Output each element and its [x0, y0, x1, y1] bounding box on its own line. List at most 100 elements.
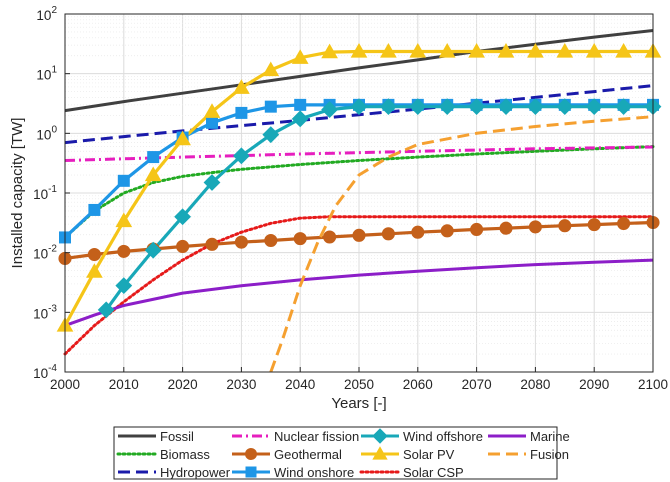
data-point-solar-pv — [409, 43, 427, 58]
data-point-wind-offshore — [232, 147, 250, 165]
y-tick-label: 10-2 — [33, 244, 57, 262]
series-line-nuclear-fission — [64, 145, 654, 162]
x-tick-label: 2090 — [579, 377, 609, 392]
data-point-wind-offshore — [468, 98, 486, 116]
y-tick-label: 101 — [36, 65, 57, 83]
legend-marker-wind-offshore — [372, 428, 388, 444]
legend-label-fossil: Fossil — [160, 429, 194, 444]
data-point-solar-pv — [350, 43, 368, 58]
x-tick-label: 2010 — [109, 377, 139, 392]
series-line-fossil — [64, 29, 654, 113]
data-point-solar-pv — [615, 43, 632, 58]
data-point-wind-offshore — [497, 98, 515, 116]
data-point-geothermal — [440, 224, 454, 238]
data-point-geothermal — [352, 228, 366, 242]
data-point-geothermal — [117, 244, 131, 258]
data-point-solar-pv — [174, 130, 191, 146]
data-point-wind-onshore — [88, 203, 101, 216]
x-tick-label: 2020 — [168, 377, 198, 392]
chart-series-lines — [63, 29, 655, 373]
x-tick-label: 2000 — [50, 377, 80, 392]
data-point-wind-offshore — [379, 98, 397, 116]
data-point-solar-pv — [468, 43, 485, 58]
x-tick-label: 2060 — [403, 377, 433, 392]
data-point-wind-offshore — [144, 241, 162, 259]
data-point-wind-offshore — [526, 98, 544, 116]
chart-legend: Fossil Nuclear fission Wind offshore Marine… — [113, 426, 570, 480]
legend-label-hydropower: Hydropower — [160, 465, 231, 480]
data-point-wind-onshore — [264, 100, 277, 113]
x-axis-label: Years [-] — [331, 395, 386, 412]
legend-marker-geothermal — [245, 448, 257, 460]
data-point-geothermal — [470, 222, 484, 236]
data-point-geothermal — [587, 218, 601, 232]
data-point-wind-offshore — [585, 98, 603, 116]
legend-label-wind-offshore: Wind offshore — [403, 429, 483, 444]
x-tick-label: 2100 — [638, 377, 668, 392]
data-point-geothermal — [528, 220, 542, 234]
data-point-wind-offshore — [409, 98, 427, 116]
data-point-solar-pv — [262, 61, 280, 77]
data-point-solar-pv — [380, 43, 397, 58]
data-point-wind-offshore — [556, 98, 574, 116]
series-line-solar-csp — [63, 215, 655, 356]
y-tick-label: 102 — [36, 5, 57, 23]
legend-label-solar-csp: Solar CSP — [403, 465, 464, 480]
data-point-wind-onshore — [147, 151, 160, 164]
data-point-geothermal — [499, 221, 513, 235]
data-point-wind-offshore — [291, 110, 309, 128]
data-point-solar-pv — [115, 212, 133, 228]
legend-box — [113, 426, 558, 480]
data-point-geothermal — [323, 230, 337, 244]
data-point-wind-offshore — [174, 208, 192, 226]
y-axis-ticks: 10-4 10-3 10-2 10-1 100 101 102 — [33, 5, 70, 381]
data-point-wind-offshore — [115, 277, 133, 295]
data-point-geothermal — [176, 239, 190, 254]
data-point-solar-pv — [321, 43, 338, 59]
legend-label-geothermal: Geothermal — [274, 447, 342, 462]
legend-label-marine: Marine — [530, 429, 570, 444]
y-tick-label: 10-4 — [33, 363, 57, 381]
data-point-geothermal — [87, 247, 101, 262]
data-point-wind-offshore — [97, 301, 115, 319]
data-point-geothermal — [293, 232, 307, 246]
series-line-marine — [64, 258, 654, 328]
data-point-wind-offshore — [350, 98, 368, 116]
x-tick-label: 2040 — [285, 377, 315, 392]
data-point-geothermal — [205, 237, 219, 251]
data-point-wind-offshore — [615, 98, 633, 116]
data-point-geothermal — [381, 227, 395, 241]
data-point-solar-pv — [438, 43, 456, 58]
data-point-geothermal — [558, 219, 572, 233]
legend-marker-wind-onshore — [245, 466, 257, 478]
x-tick-label: 2050 — [344, 377, 374, 392]
data-point-wind-onshore — [294, 98, 307, 111]
data-point-solar-pv — [497, 43, 515, 58]
legend-label-nuclear-fission: Nuclear fission — [274, 429, 359, 444]
data-point-wind-onshore — [235, 106, 248, 119]
data-point-wind-offshore — [438, 98, 456, 116]
y-axis-label: Installed capacity [TW] — [9, 118, 26, 269]
data-point-wind-offshore — [262, 126, 280, 144]
legend-label-fusion: Fusion — [530, 447, 569, 462]
y-tick-label: 100 — [36, 124, 57, 142]
data-point-solar-pv — [291, 49, 309, 64]
data-point-solar-pv — [556, 43, 574, 58]
legend-label-biomass: Biomass — [160, 447, 210, 462]
data-point-geothermal — [617, 216, 631, 231]
y-tick-label: 10-3 — [33, 303, 57, 321]
data-point-geothermal — [234, 235, 248, 249]
y-tick-label: 10-1 — [33, 184, 57, 202]
x-tick-label: 2030 — [226, 377, 256, 392]
data-point-solar-pv — [144, 166, 162, 182]
series-line-fusion — [269, 115, 654, 373]
data-point-solar-pv — [585, 43, 603, 58]
legend-label-solar-pv: Solar PV — [403, 447, 455, 462]
data-point-wind-offshore — [203, 174, 221, 191]
data-point-solar-pv — [233, 79, 250, 94]
data-point-solar-pv — [527, 43, 544, 58]
data-point-geothermal — [264, 233, 278, 248]
x-tick-label: 2070 — [462, 377, 492, 392]
data-point-solar-pv — [203, 103, 221, 118]
